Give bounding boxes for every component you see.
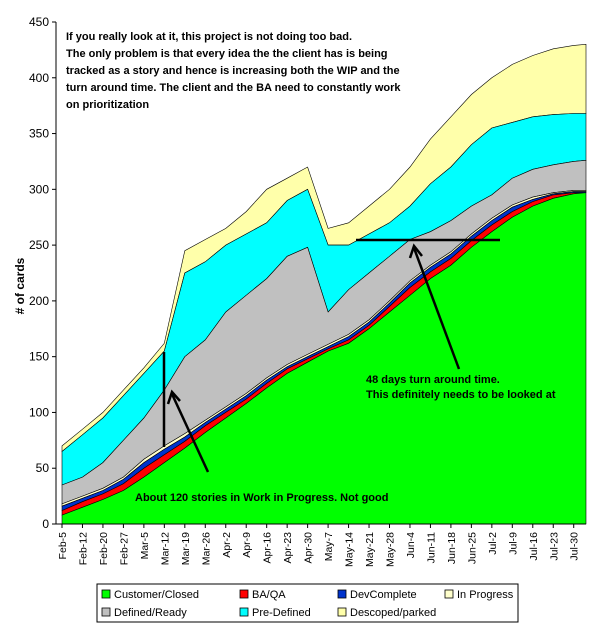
x-tick-label: Mar-5 <box>139 532 151 560</box>
y-tick-label: 350 <box>29 127 49 141</box>
legend-label-customer-closed: Customer/Closed <box>114 589 199 601</box>
annotation-wip: About 120 stories in Work in Progress. N… <box>135 492 388 504</box>
x-tick-label: Jul-16 <box>528 532 540 561</box>
x-tick-label: Apr-2 <box>221 532 233 558</box>
legend-swatch-customer-closed <box>101 589 111 599</box>
x-tick-label: Apr-30 <box>303 532 315 564</box>
wip-arrow-line <box>170 393 210 473</box>
y-tick-label: 200 <box>29 294 49 308</box>
annotation-line-5: on prioritization <box>66 99 149 111</box>
legend-label-pre-defined: Pre-Defined <box>252 607 311 619</box>
x-tick-label: Feb-20 <box>98 532 110 565</box>
x-tick-labels: Feb-5 Feb-12 Feb-20 Feb-27 Mar-5 Mar-12 Mar-19… <box>57 532 581 567</box>
legend-swatch-pre-defined <box>239 607 249 617</box>
x-tick-label: Apr-23 <box>282 532 294 564</box>
legend-swatch-devcomplete <box>337 589 347 599</box>
annotation-line-3: tracked as a story and hence is increasi… <box>66 65 400 77</box>
turnaround-arrow-line <box>412 247 461 370</box>
x-tick-label: Jun-11 <box>425 532 437 563</box>
annotation-line-2: The only problem is that every idea the … <box>66 48 388 60</box>
turnaround-arrow-head <box>408 243 423 259</box>
x-tick-label: May-28 <box>385 532 397 567</box>
turnaround-line-2: This definitely needs to be looked at <box>366 389 556 401</box>
y-tick-label: 50 <box>36 461 50 475</box>
x-tick-label: May-21 <box>364 532 376 567</box>
y-tick-label: 250 <box>29 238 49 252</box>
x-tick-label: Apr-9 <box>241 532 253 558</box>
x-tick-label: Jul-30 <box>569 532 581 561</box>
y-axis-label: # of cards <box>13 257 27 314</box>
x-tick-label: May-7 <box>323 532 335 561</box>
x-tick-label: Mar-12 <box>159 532 171 565</box>
turnaround-line-1: 48 days turn around time. <box>366 374 500 386</box>
wip-arrow-head <box>166 389 181 405</box>
x-tick-label: Feb-5 <box>57 532 69 560</box>
x-tick-label: Jun-18 <box>446 532 458 564</box>
legend-label-ba-qa: BA/QA <box>252 589 286 601</box>
legend-swatch-descoped-parked <box>337 607 347 617</box>
y-tick-label: 150 <box>29 350 49 364</box>
legend-swatch-in-progress <box>444 589 454 599</box>
y-tick-labels: 0 50 100 150 200 250 300 350 400 450 <box>29 15 49 531</box>
x-tick-label: Mar-19 <box>180 532 192 565</box>
legend: Customer/Closed BA/QA DevComplete In Progre… <box>96 583 519 623</box>
legend-swatch-ba-qa <box>239 589 249 599</box>
legend-label-defined-ready: Defined/Ready <box>114 607 187 619</box>
axes <box>52 21 586 528</box>
x-tick-label: Feb-27 <box>118 532 130 565</box>
x-tick-label: May-14 <box>344 532 356 567</box>
series-areas <box>61 43 587 525</box>
legend-label-descoped-parked: Descoped/parked <box>350 607 436 619</box>
annotation-line-4: turn around time. The client and the BA … <box>66 82 401 94</box>
x-tick-label: Mar-26 <box>200 532 212 565</box>
y-tick-label: 450 <box>29 15 49 29</box>
x-tick-label: Jul-23 <box>548 532 560 561</box>
x-tick-label: Jul-2 <box>487 532 499 555</box>
x-tick-label: Jul-9 <box>507 532 519 555</box>
x-tick-label: Jun-25 <box>466 532 478 564</box>
y-tick-label: 400 <box>29 71 49 85</box>
y-tick-label: 300 <box>29 182 49 196</box>
x-tick-label: Jun-4 <box>405 532 417 558</box>
annotation-top: If you really look at it, this project i… <box>66 31 401 111</box>
annotation-arrows <box>162 238 500 473</box>
legend-label-in-progress: In Progress <box>457 589 514 601</box>
y-tick-label: 100 <box>29 405 49 419</box>
x-tick-label: Apr-16 <box>262 532 274 564</box>
annotation-turnaround: 48 days turn around time. This definitel… <box>366 374 556 401</box>
x-tick-label: Feb-12 <box>77 532 89 565</box>
y-tick-label: 0 <box>42 517 49 531</box>
legend-swatch-defined-ready <box>101 607 111 617</box>
legend-label-devcomplete: DevComplete <box>350 589 417 601</box>
annotation-line-1: If you really look at it, this project i… <box>66 31 352 43</box>
